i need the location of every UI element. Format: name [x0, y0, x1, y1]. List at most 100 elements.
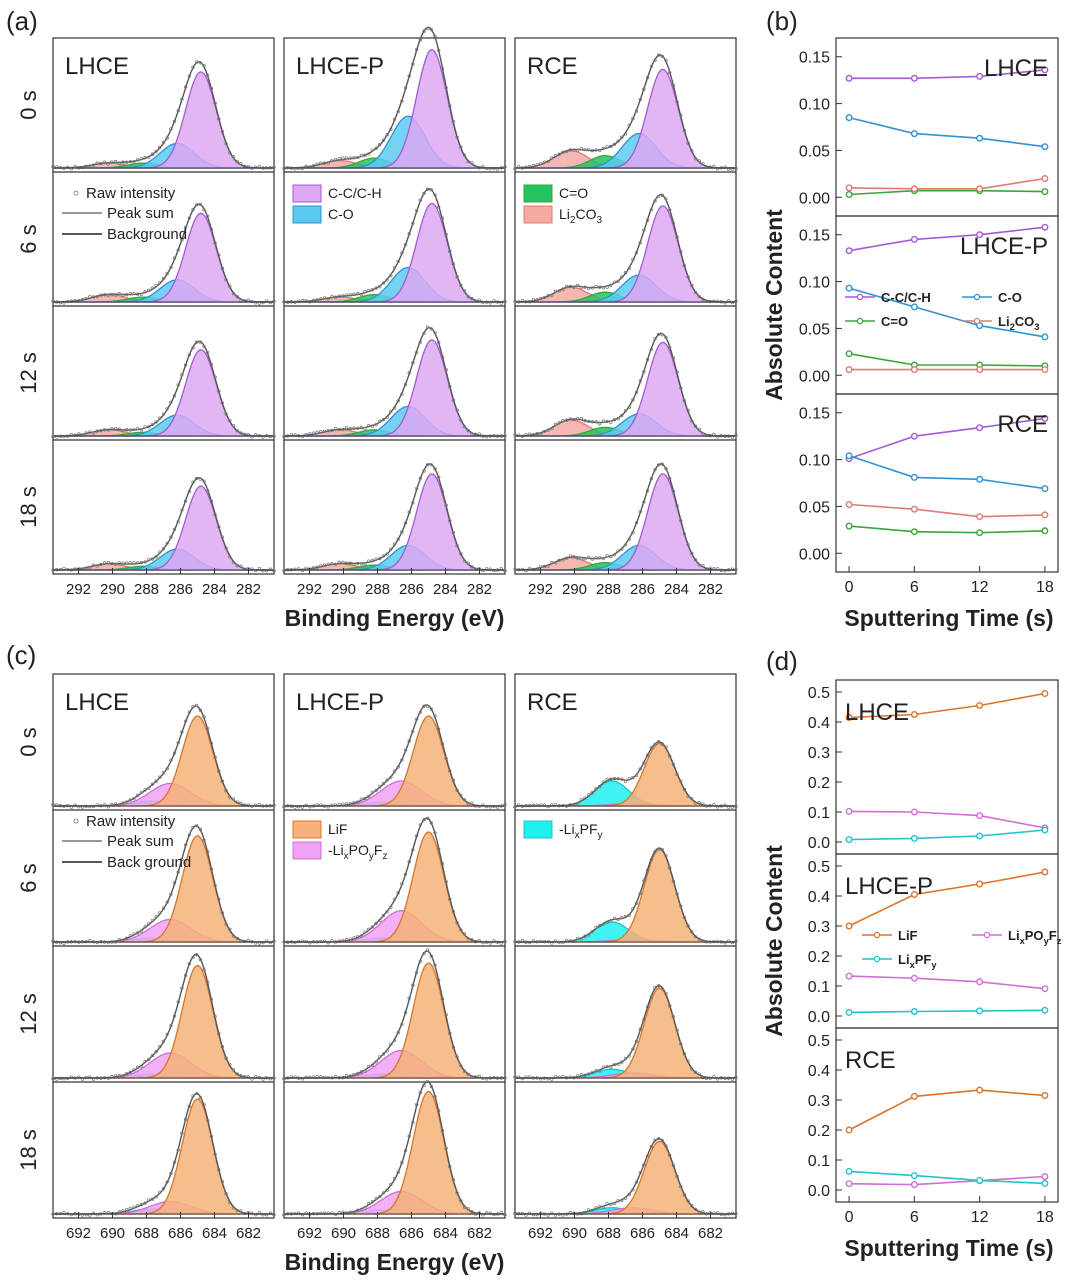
- data-point: [845, 114, 853, 122]
- raw-point: [448, 1164, 452, 1169]
- raw-point: [367, 288, 371, 293]
- raw-point: [455, 275, 459, 279]
- raw-point: [557, 558, 561, 563]
- raw-point: [601, 419, 606, 423]
- raw-point: [367, 559, 371, 563]
- raw-point: [125, 936, 129, 940]
- raw-point: [147, 922, 151, 926]
- raw-point: [209, 499, 214, 503]
- x-tick-label: 18: [1036, 579, 1054, 596]
- raw-point: [128, 428, 133, 432]
- raw-point: [422, 469, 426, 473]
- data-point: [845, 714, 853, 722]
- raw-point: [557, 1075, 561, 1079]
- raw-point: [575, 936, 580, 941]
- raw-point: [161, 140, 166, 145]
- raw-point: [326, 161, 330, 165]
- raw-point: [620, 547, 624, 551]
- raw-point: [561, 418, 565, 423]
- raw-point: [466, 937, 470, 941]
- raw-point: [235, 936, 239, 941]
- raw-point: [528, 940, 532, 945]
- data-point: [845, 366, 853, 374]
- raw-point: [422, 191, 426, 196]
- raw-point: [165, 271, 169, 276]
- raw-point: [102, 293, 107, 297]
- raw-point: [187, 216, 191, 220]
- raw-point: [649, 64, 653, 69]
- raw-intensity-points: [282, 187, 507, 305]
- raw-point: [634, 251, 639, 255]
- raw-point: [228, 284, 232, 288]
- raw-point: [206, 489, 210, 493]
- raw-point: [587, 286, 591, 291]
- data-point: [910, 235, 918, 243]
- raw-point: [440, 355, 445, 359]
- raw-point: [359, 934, 363, 938]
- raw-point: [414, 971, 419, 975]
- y-tick-label: 0.3: [808, 745, 830, 762]
- raw-point: [459, 283, 463, 287]
- raw-point: [224, 1191, 228, 1196]
- raw-point: [381, 281, 386, 285]
- raw-point: [239, 431, 243, 435]
- raw-point: [121, 429, 125, 433]
- raw-point: [579, 798, 583, 802]
- raw-point: [374, 788, 378, 792]
- raw-point: [492, 804, 496, 809]
- raw-point: [579, 147, 583, 151]
- legend-label: Peak sum: [107, 833, 174, 850]
- y-tick-label: 0.15: [799, 50, 830, 67]
- raw-point: [293, 167, 297, 171]
- raw-point: [143, 1059, 147, 1064]
- y-tick-label: 0.15: [799, 228, 830, 245]
- raw-point: [448, 249, 452, 254]
- raw-point: [517, 1075, 521, 1079]
- raw-point: [322, 563, 327, 567]
- raw-point: [572, 417, 576, 422]
- raw-point: [462, 1205, 467, 1209]
- raw-point: [671, 1014, 676, 1019]
- raw-point: [224, 1056, 228, 1061]
- raw-point: [147, 557, 151, 562]
- raw-point: [590, 148, 595, 153]
- raw-point: [143, 425, 147, 429]
- x-tick-label: 688: [365, 1225, 390, 1242]
- raw-point: [180, 508, 184, 512]
- raw-point: [172, 119, 177, 124]
- raw-point: [660, 193, 664, 197]
- raw-point: [202, 1103, 206, 1107]
- raw-point: [411, 983, 415, 987]
- raw-point: [594, 1069, 598, 1073]
- raw-point: [363, 1069, 367, 1073]
- raw-point: [642, 761, 646, 765]
- x-tick-label: 282: [467, 581, 492, 598]
- raw-point: [675, 370, 679, 374]
- raw-point: [631, 1047, 635, 1051]
- y-tick-label: 0.10: [799, 453, 830, 470]
- raw-point: [344, 802, 349, 806]
- raw-point: [239, 1209, 243, 1213]
- raw-point: [422, 29, 426, 33]
- raw-point: [645, 358, 650, 362]
- raw-point: [535, 1212, 539, 1217]
- raw-point: [99, 293, 103, 297]
- data-point: [845, 184, 853, 192]
- raw-point: [147, 1057, 151, 1062]
- raw-point: [679, 249, 683, 254]
- raw-point: [631, 257, 635, 262]
- raw-point: [503, 569, 507, 573]
- raw-point: [180, 1131, 184, 1135]
- raw-point: [352, 801, 356, 805]
- raw-point: [542, 429, 547, 434]
- y-tick-label: 0.15: [799, 406, 830, 423]
- raw-point: [668, 1153, 672, 1157]
- raw-point: [187, 833, 191, 837]
- raw-point: [231, 560, 236, 565]
- raw-point: [690, 283, 694, 288]
- raw-point: [653, 58, 657, 62]
- data-point: [976, 880, 984, 888]
- peak-sum-line: [53, 1092, 274, 1215]
- raw-point: [734, 1075, 738, 1080]
